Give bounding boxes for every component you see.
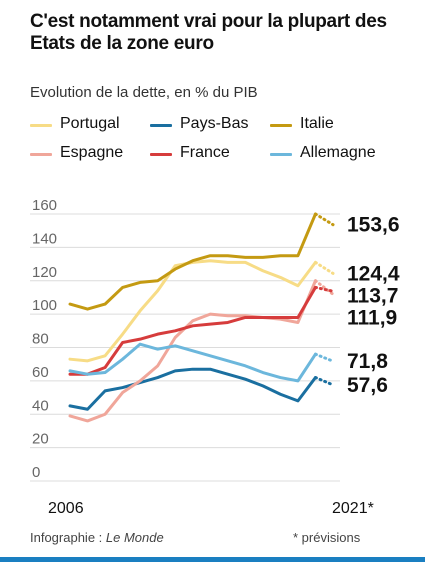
legend-swatch-pays-bas [150, 124, 172, 127]
y-tick-label-80: 80 [32, 331, 49, 348]
end-label-allemagne: 71,8 [347, 350, 388, 373]
series-forecast-italie [313, 212, 335, 227]
end-label-france: 113,7 [347, 284, 398, 307]
legend-label-pays-bas: Pays-Bas [180, 115, 249, 132]
legend-swatch-allemagne [270, 153, 292, 156]
series-forecast-pays-bas [313, 376, 335, 387]
y-tick-label-120: 120 [32, 264, 57, 281]
bottom-accent-bar [0, 557, 425, 562]
credit-prefix: Infographie : [30, 530, 106, 545]
y-tick-label-40: 40 [32, 397, 49, 414]
end-label-italie: 153,6 [347, 214, 400, 237]
legend-label-espagne: Espagne [60, 144, 124, 161]
series-forecast-allemagne [313, 352, 335, 363]
credit-source: Le Monde [105, 530, 164, 545]
series-line-pays-bas [68, 367, 317, 411]
series-line-france [68, 285, 317, 376]
x-tick-end: 2021* [332, 500, 374, 517]
series-line-allemagne [68, 342, 317, 383]
series-line-portugal [68, 259, 317, 363]
credit: Infographie : Le Monde [30, 530, 164, 545]
y-tick-label-0: 0 [32, 464, 40, 481]
legend-swatch-espagne [30, 153, 52, 156]
debt-line-chart: 0 20 40 60 80 100 120 140 160 153,6 124,4113,7111,… [30, 197, 400, 482]
y-tick-label-20: 20 [32, 431, 49, 448]
chart-subtitle: Evolution de la dette, en % du PIB [30, 84, 258, 101]
forecast-note: * prévisions [293, 530, 361, 545]
series-line-italie [68, 212, 317, 311]
x-tick-start: 2006 [48, 500, 84, 517]
end-label-pays-bas: 57,6 [347, 374, 388, 397]
legend-label-allemagne: Allemagne [300, 144, 376, 161]
y-tick-label-100: 100 [32, 297, 57, 314]
end-label-portugal: 124,4 [347, 262, 400, 285]
legend-label-italie: Italie [300, 115, 334, 132]
series-forecast-espagne [313, 279, 335, 296]
legend-swatch-portugal [30, 124, 52, 127]
y-tick-label-140: 140 [32, 230, 57, 247]
legend-swatch-france [150, 153, 172, 156]
chart-title: C'est notamment vrai pour la plupart des… [30, 11, 387, 54]
series-forecast-france [313, 285, 335, 293]
y-tick-label-60: 60 [32, 364, 49, 381]
end-label-espagne: 111,9 [347, 306, 397, 329]
series-forecast-portugal [313, 260, 335, 275]
legend-label-france: France [180, 144, 230, 161]
legend-swatch-italie [270, 124, 292, 127]
y-tick-label-160: 160 [32, 197, 57, 214]
legend-label-portugal: Portugal [60, 115, 120, 132]
